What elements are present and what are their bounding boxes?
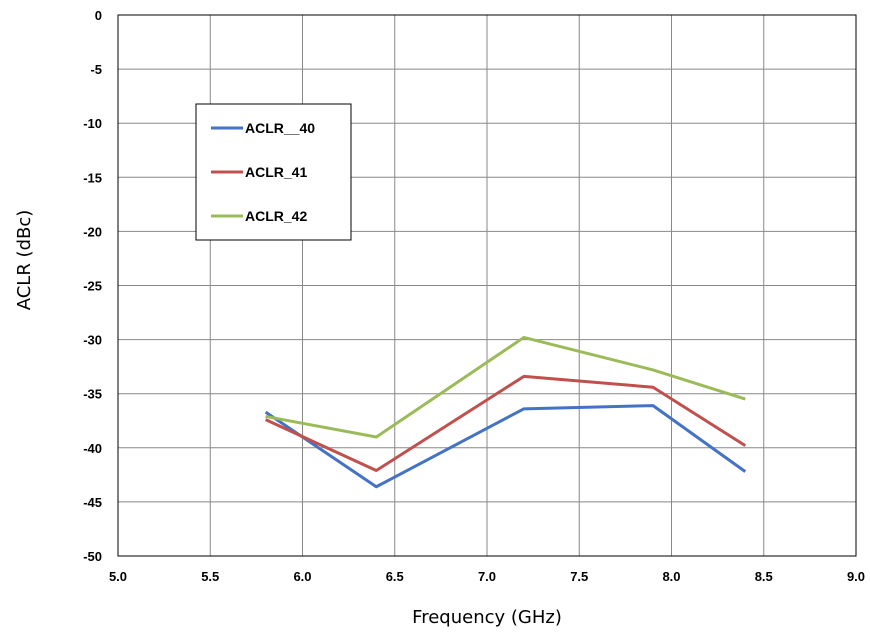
legend-label: ACLR_42 [245,208,307,224]
y-tick-label: -25 [83,279,102,294]
x-tick-label: 8.0 [662,569,680,584]
y-tick-label: -35 [83,387,102,402]
x-tick-label: 5.5 [201,569,219,584]
series [264,335,747,489]
x-tick-label: 6.0 [293,569,311,584]
series-line-aclr-42 [265,335,746,439]
x-tick-label: 5.0 [109,569,127,584]
x-tick-label: 7.5 [570,569,588,584]
x-axis-ticks: 5.0 5.5 6.0 6.5 7.0 7.5 8.0 8.5 9.0 [109,569,865,584]
y-tick-label: -5 [90,62,102,77]
y-tick-label: 0 [95,8,102,23]
y-axis-title: ACLR (dBc) [14,210,35,311]
x-axis-title: Frequency (GHz) [412,607,562,628]
legend-label: ACLR_41 [245,164,307,180]
y-tick-label: -20 [83,224,102,239]
series-line-aclr-40 [264,404,747,489]
x-tick-label: 9.0 [847,569,865,584]
y-tick-label: -10 [83,116,102,131]
series-line-aclr-41 [264,374,747,473]
y-tick-label: -40 [83,441,102,456]
x-tick-label: 6.5 [386,569,404,584]
x-tick-label: 7.0 [478,569,496,584]
plot-area [117,14,857,557]
y-tick-label: -45 [83,495,102,510]
x-tick-label: 8.5 [755,569,773,584]
y-tick-label: -50 [83,549,102,564]
y-tick-label: -15 [83,170,102,185]
y-axis-ticks: 0 -5 -10 -15 -20 -25 -30 -35 -40 -45 -50 [83,8,102,564]
legend: ACLR__40 ACLR_41 ACLR_42 [195,103,352,241]
y-tick-label: -30 [83,333,102,348]
grid [117,14,857,557]
legend-label: ACLR__40 [245,120,315,136]
